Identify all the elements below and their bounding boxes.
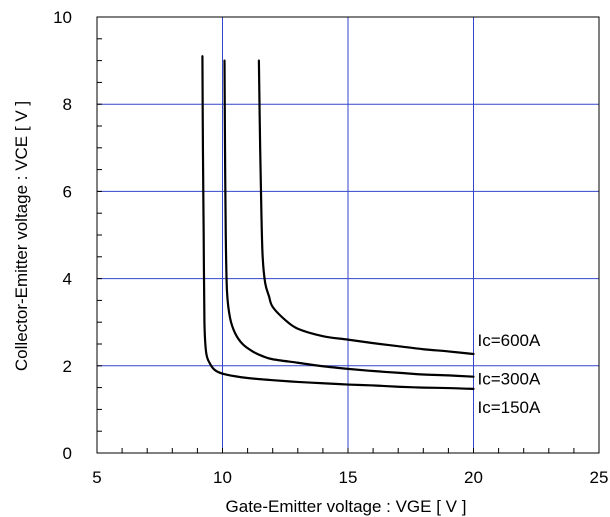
y-tick-labels: 0 2 4 6 8 10 [53, 8, 72, 463]
series-line-0 [257, 59, 475, 356]
x-tick-label: 25 [590, 468, 609, 487]
series-labels: Ic=600A Ic=300A Ic=150A [478, 331, 542, 417]
series-line-1 [223, 59, 475, 378]
y-tick-label: 10 [53, 8, 72, 27]
x-tick-label: 20 [464, 468, 483, 487]
x-tick-label: 5 [92, 468, 101, 487]
y-tick-label: 4 [63, 270, 72, 289]
y-tick-label: 0 [63, 444, 72, 463]
grid-lines [97, 17, 599, 453]
y-tick-label: 6 [63, 182, 72, 201]
y-axis-label: Collector-Emitter voltage : VCE [ V ] [12, 101, 31, 371]
series-lines [201, 55, 475, 391]
series-label-0: Ic=600A [478, 331, 542, 350]
y-tick-label: 8 [63, 95, 72, 114]
x-tick-label: 10 [213, 468, 232, 487]
x-axis-label: Gate-Emitter voltage : VGE [ V ] [226, 497, 467, 516]
x-tick-labels: 5 10 15 20 25 [92, 468, 608, 487]
x-tick-label: 15 [339, 468, 358, 487]
series-line-2 [201, 55, 475, 391]
y-tick-label: 2 [63, 357, 72, 376]
minor-ticks [96, 16, 600, 454]
series-label-2: Ic=150A [478, 398, 542, 417]
series-label-1: Ic=300A [478, 370, 542, 389]
